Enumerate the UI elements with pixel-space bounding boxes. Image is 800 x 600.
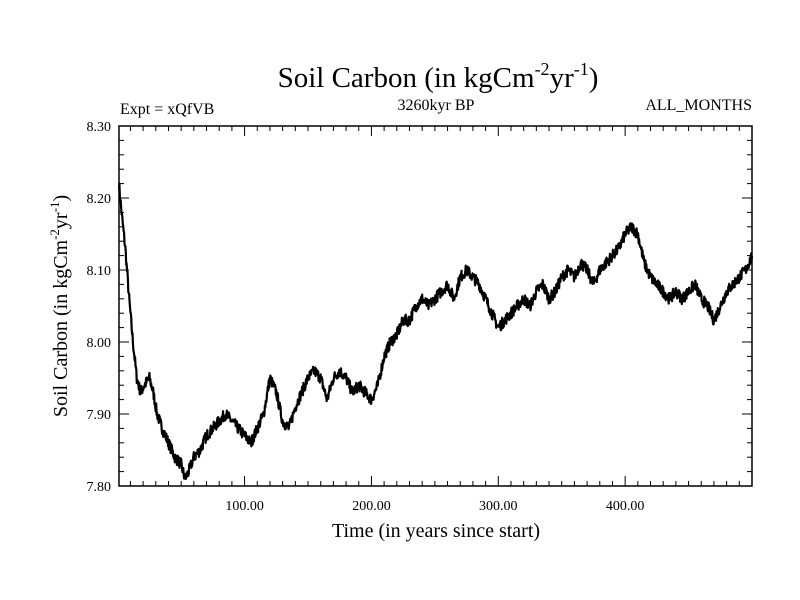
y-axis-label: Soil Carbon (in kgCm-2yr-1) <box>47 195 72 417</box>
x-axis-label: Time (in years since start) <box>332 520 540 542</box>
y-tick-label: 8.00 <box>87 336 112 351</box>
x-tick-label: 100.00 <box>225 499 264 514</box>
y-tick-label: 8.20 <box>87 192 112 207</box>
y-tick-label: 8.10 <box>87 264 112 279</box>
series-line-soil-carbon <box>117 182 754 481</box>
y-tick-label: 7.80 <box>87 480 112 495</box>
y-axis-ticks: 7.80 7.90 8.00 8.10 8.20 8.30 <box>87 120 752 495</box>
x-tick-label: 300.00 <box>479 499 518 514</box>
subtitle-left: Expt = xQfVB <box>120 101 214 118</box>
plot-frame <box>118 125 753 487</box>
subtitle-center: 3260kyr BP <box>398 97 475 114</box>
x-tick-label: 200.00 <box>352 499 391 514</box>
subtitle-right: ALL_MONTHS <box>645 97 752 114</box>
x-tick-label: 400.00 <box>606 499 645 514</box>
y-tick-label: 8.30 <box>87 120 112 135</box>
y-tick-label: 7.90 <box>87 408 112 423</box>
chart-title: Soil Carbon (in kgCm-2yr-1) <box>278 59 599 94</box>
x-axis-ticks: 100.00 200.00 300.00 400.00 <box>129 126 740 514</box>
